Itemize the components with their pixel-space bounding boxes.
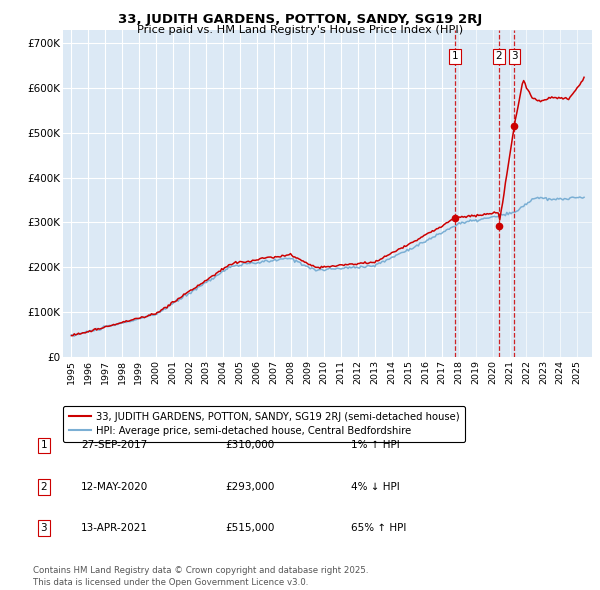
Legend: 33, JUDITH GARDENS, POTTON, SANDY, SG19 2RJ (semi-detached house), HPI: Average : 33, JUDITH GARDENS, POTTON, SANDY, SG19 … bbox=[63, 406, 466, 442]
Text: 4% ↓ HPI: 4% ↓ HPI bbox=[351, 482, 400, 491]
Text: 1% ↑ HPI: 1% ↑ HPI bbox=[351, 441, 400, 450]
Text: £515,000: £515,000 bbox=[225, 523, 274, 533]
Text: £293,000: £293,000 bbox=[225, 482, 274, 491]
Text: Price paid vs. HM Land Registry's House Price Index (HPI): Price paid vs. HM Land Registry's House … bbox=[137, 25, 463, 35]
Text: 2: 2 bbox=[496, 51, 502, 61]
Text: 3: 3 bbox=[511, 51, 518, 61]
Text: 33, JUDITH GARDENS, POTTON, SANDY, SG19 2RJ: 33, JUDITH GARDENS, POTTON, SANDY, SG19 … bbox=[118, 13, 482, 26]
Text: Contains HM Land Registry data © Crown copyright and database right 2025.
This d: Contains HM Land Registry data © Crown c… bbox=[33, 566, 368, 587]
Text: 65% ↑ HPI: 65% ↑ HPI bbox=[351, 523, 406, 533]
Text: 13-APR-2021: 13-APR-2021 bbox=[81, 523, 148, 533]
Text: 12-MAY-2020: 12-MAY-2020 bbox=[81, 482, 148, 491]
Text: £310,000: £310,000 bbox=[225, 441, 274, 450]
Text: 1: 1 bbox=[40, 441, 47, 450]
Text: 3: 3 bbox=[40, 523, 47, 533]
Text: 27-SEP-2017: 27-SEP-2017 bbox=[81, 441, 147, 450]
Text: 1: 1 bbox=[451, 51, 458, 61]
Bar bbox=[455, 30, 592, 357]
Text: 2: 2 bbox=[40, 482, 47, 491]
